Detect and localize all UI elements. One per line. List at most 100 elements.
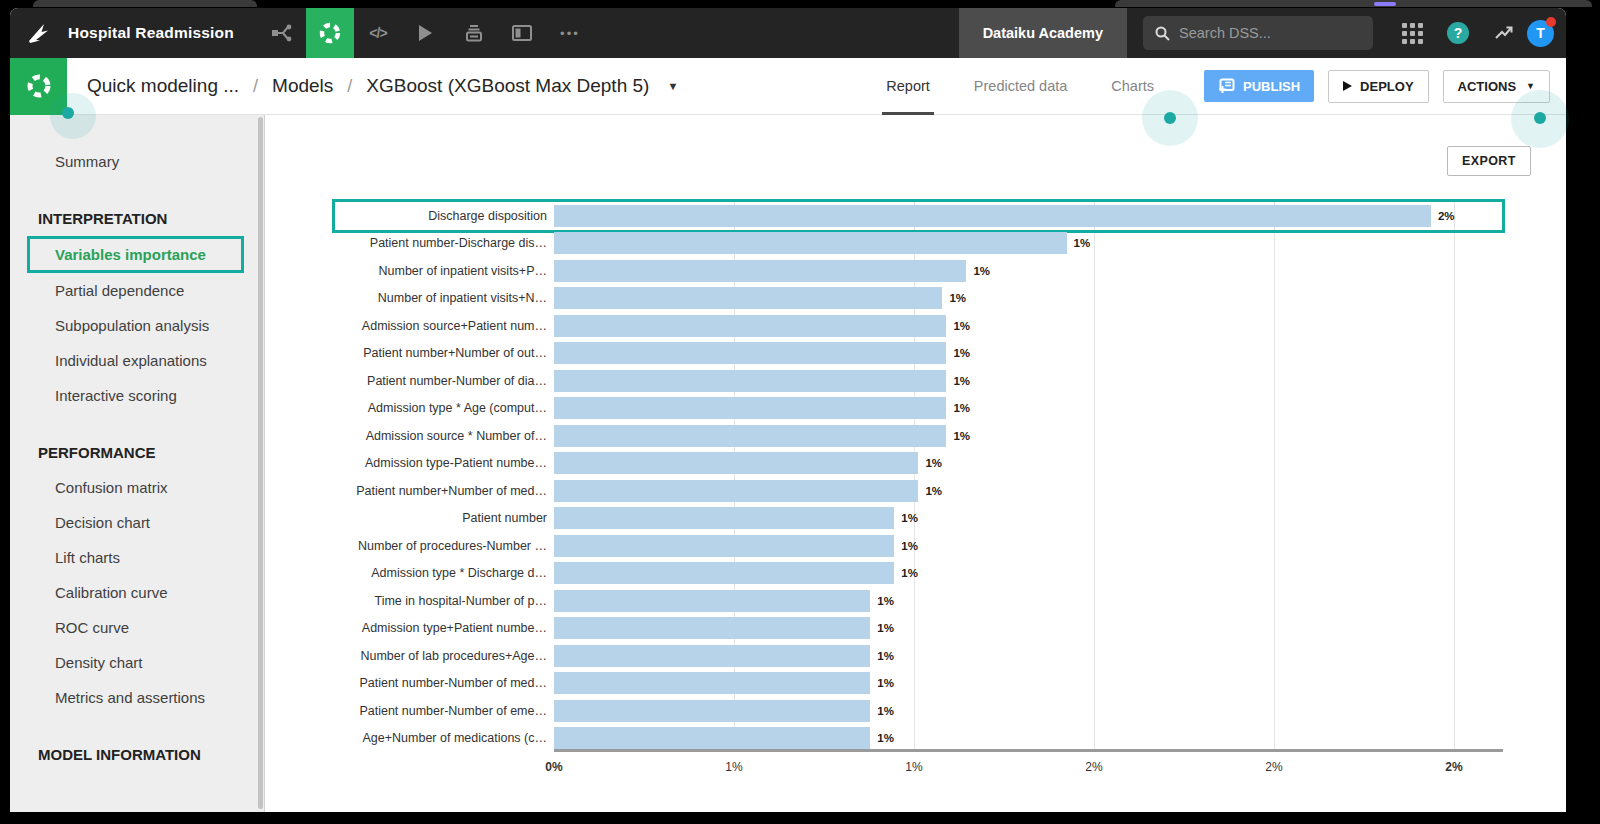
importance-bar[interactable] <box>554 617 870 639</box>
dashboard-icon[interactable] <box>498 8 546 58</box>
bar-value-label: 1% <box>877 677 894 689</box>
bar-track: 1% <box>554 450 1503 478</box>
trend-icon[interactable] <box>1481 8 1527 58</box>
sidebar-item-lift-charts[interactable]: Lift charts <box>10 540 264 575</box>
model-dropdown-caret-icon[interactable]: ▼ <box>667 80 678 92</box>
actions-button[interactable]: ACTIONS ▼ <box>1443 70 1550 103</box>
apps-grid-icon[interactable] <box>1389 8 1435 58</box>
bar-label: Number of inpatient visits+N… <box>334 291 554 305</box>
chart-row-patient-number-discharge-dis[interactable]: Patient number-Discharge dis…1% <box>334 230 1503 258</box>
sidebar-section-model-information: MODEL INFORMATION <box>10 737 264 772</box>
variables-importance-chart: Discharge disposition2%Patient number-Di… <box>334 202 1503 752</box>
flow-icon[interactable] <box>258 8 306 58</box>
breadcrumb-model-name[interactable]: XGBoost (XGBoost Max Depth 5) <box>366 75 649 97</box>
importance-bar[interactable] <box>554 700 870 722</box>
bar-track: 1% <box>554 422 1503 450</box>
chart-row-patient-number-number-of-eme[interactable]: Patient number-Number of eme…1% <box>334 697 1503 725</box>
play-icon[interactable] <box>402 8 450 58</box>
importance-bar[interactable] <box>554 232 1067 254</box>
sidebar-item-density-chart[interactable]: Density chart <box>10 645 264 680</box>
breadcrumb-analysis[interactable]: Quick modeling ... <box>87 75 239 97</box>
sidebar-item-confusion-matrix[interactable]: Confusion matrix <box>10 470 264 505</box>
importance-bar[interactable] <box>554 315 946 337</box>
publish-button[interactable]: PUBLISH <box>1204 70 1314 102</box>
importance-bar[interactable] <box>554 425 946 447</box>
bar-label: Patient number-Discharge dis… <box>334 236 554 250</box>
importance-bar[interactable] <box>554 287 942 309</box>
chart-row-number-of-procedures-number[interactable]: Number of procedures-Number …1% <box>334 532 1503 560</box>
dss-window: Hospital Readmission </> <box>10 8 1566 812</box>
importance-bar[interactable] <box>554 562 894 584</box>
chart-row-admission-type-age-comput[interactable]: Admission type * Age (comput…1% <box>334 395 1503 423</box>
chart-row-time-in-hospital-number-of-p[interactable]: Time in hospital-Number of p…1% <box>334 587 1503 615</box>
bar-value-label: 1% <box>953 375 970 387</box>
breadcrumb-models[interactable]: Models <box>272 75 333 97</box>
importance-bar[interactable] <box>554 645 870 667</box>
x-axis-ticks: 0%1%1%2%2%2% <box>554 760 1503 780</box>
importance-bar[interactable] <box>554 452 918 474</box>
export-button[interactable]: EXPORT <box>1447 146 1531 176</box>
tab-report[interactable]: Report <box>886 58 930 115</box>
bar-track: 1% <box>554 560 1503 588</box>
importance-bar[interactable] <box>554 342 946 364</box>
sidebar-item-metrics-and-assertions[interactable]: Metrics and assertions <box>10 680 264 715</box>
search-input[interactable]: Search DSS... <box>1143 16 1373 50</box>
importance-bar[interactable] <box>554 480 918 502</box>
help-icon[interactable]: ? <box>1435 8 1481 58</box>
importance-bar[interactable] <box>554 507 894 529</box>
sidebar-scrollbar[interactable] <box>258 117 263 809</box>
chart-row-admission-type-discharge-d[interactable]: Admission type * Discharge d…1% <box>334 560 1503 588</box>
chart-row-number-of-lab-procedures-age[interactable]: Number of lab procedures+Age…1% <box>334 642 1503 670</box>
sidebar-item-decision-chart[interactable]: Decision chart <box>10 505 264 540</box>
chart-row-number-of-inpatient-visits-p[interactable]: Number of inpatient visits+P…1% <box>334 257 1503 285</box>
dataiku-bird-logo[interactable] <box>18 21 62 45</box>
lab-icon[interactable] <box>306 8 354 58</box>
jobs-icon[interactable] <box>450 8 498 58</box>
chart-row-patient-number-number-of-out[interactable]: Patient number+Number of out…1% <box>334 340 1503 368</box>
importance-bar[interactable] <box>554 590 870 612</box>
chart-row-admission-type-patient-numbe[interactable]: Admission type+Patient numbe…1% <box>334 615 1503 643</box>
bar-track: 1% <box>554 697 1503 725</box>
importance-bar[interactable] <box>554 397 946 419</box>
code-icon[interactable]: </> <box>354 8 402 58</box>
sidebar-item-partial-dependence[interactable]: Partial dependence <box>10 273 264 308</box>
chart-row-admission-source-patient-num[interactable]: Admission source+Patient num…1% <box>334 312 1503 340</box>
sidebar-section-performance: PERFORMANCE <box>10 435 264 470</box>
project-title[interactable]: Hospital Readmission <box>68 24 234 42</box>
chart-row-patient-number-number-of-med[interactable]: Patient number+Number of med…1% <box>334 477 1503 505</box>
sidebar-item-individual-explanations[interactable]: Individual explanations <box>10 343 264 378</box>
sidebar-item-calibration-curve[interactable]: Calibration curve <box>10 575 264 610</box>
importance-bar[interactable] <box>554 535 894 557</box>
chart-row-admission-type-patient-numbe[interactable]: Admission type-Patient numbe…1% <box>334 450 1503 478</box>
chart-row-discharge-disposition[interactable]: Discharge disposition2% <box>334 202 1503 230</box>
dataiku-academy-button[interactable]: Dataiku Academy <box>959 8 1127 58</box>
chart-row-admission-source-number-of[interactable]: Admission source * Number of…1% <box>334 422 1503 450</box>
tab-charts[interactable]: Charts <box>1111 58 1154 115</box>
bar-label: Admission type * Age (comput… <box>334 401 554 415</box>
avatar[interactable]: T <box>1527 20 1554 47</box>
importance-bar[interactable] <box>554 205 1431 227</box>
importance-bar[interactable] <box>554 672 870 694</box>
chart-row-patient-number[interactable]: Patient number1% <box>334 505 1503 533</box>
chart-row-patient-number-number-of-dia[interactable]: Patient number-Number of dia…1% <box>334 367 1503 395</box>
sidebar-item-summary[interactable]: Summary <box>10 144 264 179</box>
chart-row-patient-number-number-of-med[interactable]: Patient number-Number of med…1% <box>334 670 1503 698</box>
sidebar-item-interactive-scoring[interactable]: Interactive scoring <box>10 378 264 413</box>
tab-predicted-data[interactable]: Predicted data <box>974 58 1068 115</box>
importance-bar[interactable] <box>554 370 946 392</box>
chart-row-number-of-inpatient-visits-n[interactable]: Number of inpatient visits+N…1% <box>334 285 1503 313</box>
background-window-strip <box>1115 0 1592 7</box>
chart-row-age-number-of-medications-c[interactable]: Age+Number of medications (c…1% <box>334 725 1503 753</box>
more-icon[interactable]: ••• <box>546 8 594 58</box>
sidebar-item-roc-curve[interactable]: ROC curve <box>10 610 264 645</box>
bar-label: Number of inpatient visits+P… <box>334 264 554 278</box>
top-navbar: Hospital Readmission </> <box>10 8 1566 58</box>
deploy-button[interactable]: DEPLOY <box>1328 70 1428 103</box>
sidebar-item-subpopulation-analysis[interactable]: Subpopulation analysis <box>10 308 264 343</box>
importance-bar[interactable] <box>554 260 966 282</box>
lab-tile-icon[interactable] <box>10 58 67 115</box>
actions-caret-icon: ▼ <box>1526 81 1535 91</box>
sidebar-item-variables-importance[interactable]: Variables importance <box>27 236 244 273</box>
bar-track: 1% <box>554 615 1503 643</box>
importance-bar[interactable] <box>554 727 870 749</box>
